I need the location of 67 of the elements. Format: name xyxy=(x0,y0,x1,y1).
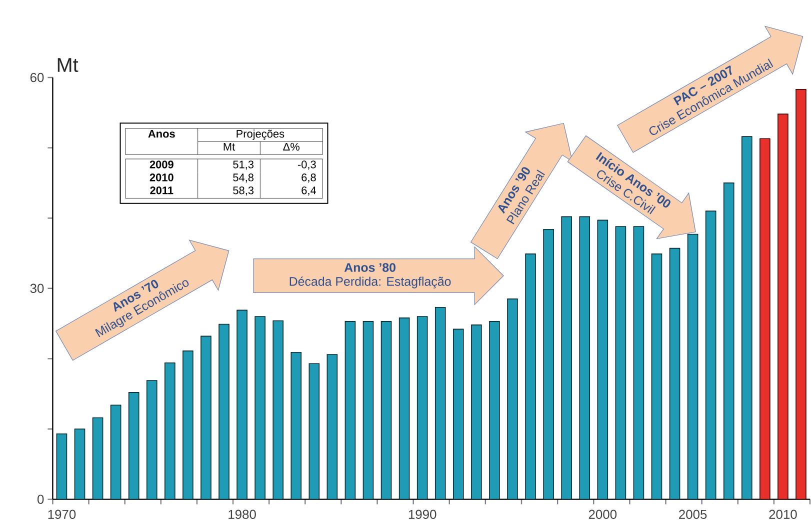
x-tick-label: 2000 xyxy=(588,510,617,519)
annotation: Δ% xyxy=(283,142,300,150)
bar xyxy=(543,228,554,500)
x-tick-label: 2010 xyxy=(769,510,797,519)
bar xyxy=(471,324,482,500)
y-tick-label: 30 xyxy=(30,284,44,293)
bar xyxy=(651,253,662,500)
y-tick-label: 60 xyxy=(30,72,44,82)
annotation: Anos ’80 xyxy=(344,262,396,272)
bar xyxy=(416,316,428,500)
bar xyxy=(705,210,716,500)
bar xyxy=(434,306,446,500)
bar xyxy=(579,216,590,500)
x-tick-label: 1980 xyxy=(228,510,256,519)
bar xyxy=(778,114,788,500)
x-tick-label: 1970 xyxy=(48,510,76,519)
annotation: 6,4 xyxy=(302,186,316,196)
bar xyxy=(597,220,608,500)
bar xyxy=(92,417,104,500)
bar xyxy=(290,352,302,500)
bar xyxy=(182,350,194,500)
bar xyxy=(164,362,176,500)
bar xyxy=(254,316,266,500)
annotation: 2010 xyxy=(150,173,174,182)
bar xyxy=(326,354,338,500)
x-tick-label: 1990 xyxy=(408,510,436,519)
y-tick-label: 0 xyxy=(37,494,44,504)
annotation: 2011 xyxy=(150,186,174,194)
annotation: 58,3 xyxy=(233,186,254,196)
bar xyxy=(380,320,392,500)
bar xyxy=(633,226,644,500)
annotation: Projeções xyxy=(236,129,284,140)
bar xyxy=(200,336,212,500)
bar xyxy=(507,298,518,500)
bar xyxy=(615,226,626,500)
y-axis-title: Mt xyxy=(58,58,78,72)
annotation: 54,8 xyxy=(233,173,254,182)
bar xyxy=(128,392,140,500)
annotation: Anos xyxy=(148,130,175,138)
bar xyxy=(723,182,734,500)
annotation: 51,3 xyxy=(233,160,254,170)
annotation: Década Perdida: Estagflação xyxy=(290,276,451,288)
bar xyxy=(489,320,500,500)
bar xyxy=(362,320,374,500)
bar xyxy=(308,363,320,500)
bar xyxy=(398,317,410,500)
bar xyxy=(741,136,752,500)
bar xyxy=(669,248,680,500)
bar xyxy=(796,88,806,500)
bar xyxy=(452,328,464,500)
bar xyxy=(110,404,122,500)
bar xyxy=(56,433,68,500)
bar xyxy=(218,324,230,500)
annotation: -0,3 xyxy=(298,160,316,170)
annotation: 6,8 xyxy=(302,173,316,182)
bar xyxy=(74,428,86,500)
annotation: Mt xyxy=(224,142,236,150)
x-tick-label: 2005 xyxy=(679,510,707,519)
bar xyxy=(525,253,536,500)
bar xyxy=(272,320,284,500)
bar xyxy=(236,310,248,500)
annotation: 2009 xyxy=(150,160,174,168)
bar xyxy=(760,138,770,500)
bar xyxy=(687,234,698,500)
bar xyxy=(344,320,356,500)
bar xyxy=(146,380,158,500)
bar xyxy=(561,216,572,500)
